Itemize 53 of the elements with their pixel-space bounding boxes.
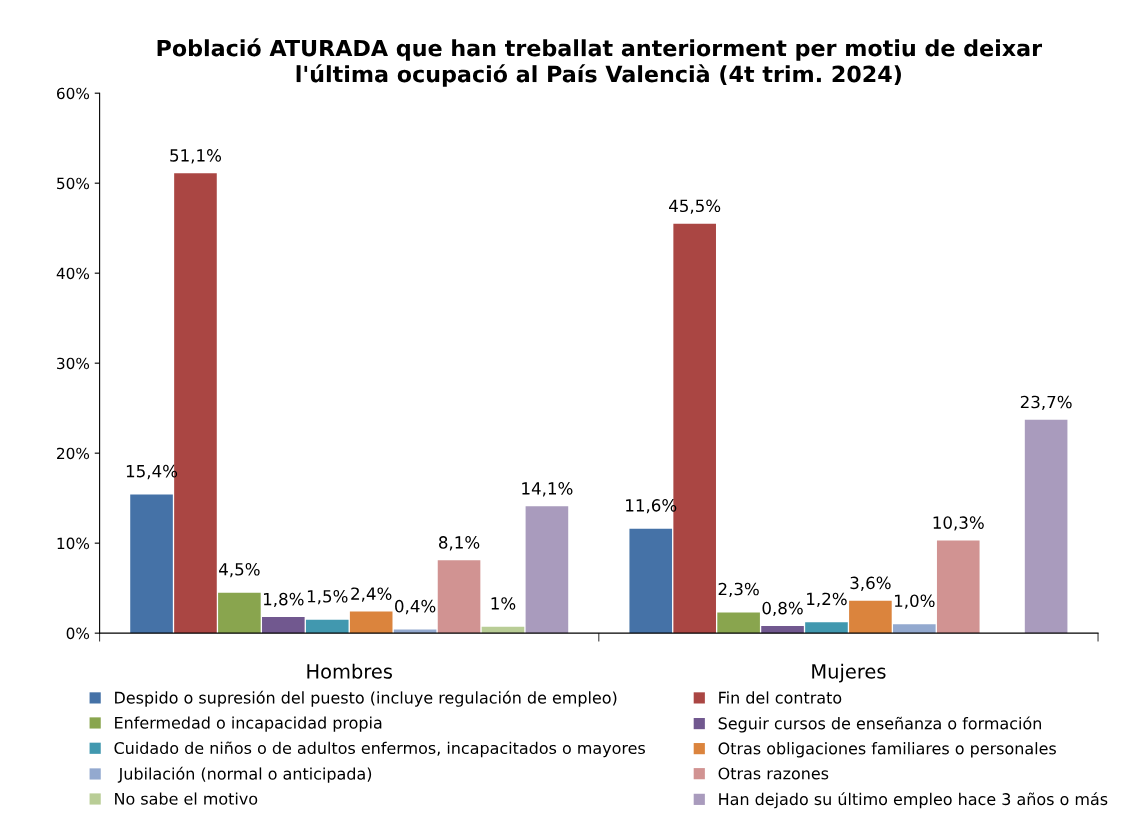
data-label: 45,5% (669, 199, 721, 214)
legend-label: Fin del contrato (719, 691, 842, 704)
bar (849, 600, 892, 634)
bar (525, 506, 569, 634)
data-label: 10,3% (933, 516, 984, 531)
bar (717, 612, 760, 634)
chart-title: Població ATURADA que han treballat anteriorment per motiu de deixar l'última ocupació al País Valencià (4t trim. 2024) (157, 38, 1043, 87)
legend-label: Cuidado de niños o de adultos enfermos, incapacitados o mayores (114, 741, 645, 758)
data-label: 23,7% (1020, 395, 1072, 410)
bar (1024, 419, 1068, 634)
data-label: 1,5% (307, 589, 348, 605)
data-label: 51,1% (170, 149, 222, 164)
bar (761, 625, 804, 634)
bar (218, 592, 261, 634)
data-label: 1,8% (263, 592, 304, 608)
bar (437, 560, 481, 634)
data-label: 14,1% (522, 482, 573, 497)
legend-label: Jubilación (normal o anticipada) (117, 766, 372, 783)
legend-label: Han dejado su último empleo hace 3 años o más (719, 792, 1108, 809)
legend-label: No sabe el motivo (115, 792, 258, 805)
legend-label: Despido o supresión del puesto (incluye regulación de empleo) (115, 690, 617, 707)
bar (130, 494, 173, 634)
x-tick-label: Mujeres (812, 663, 886, 683)
x-tick-label: Hombres (307, 663, 392, 679)
data-label: 2,4% (351, 587, 392, 602)
data-label: 8,1% (439, 536, 480, 551)
y-tick-label: 20% (57, 447, 90, 460)
bar (349, 611, 393, 634)
bar (936, 540, 980, 634)
data-label: 4,5% (219, 562, 260, 578)
data-label: 0,4% (395, 599, 436, 615)
bar (629, 528, 673, 634)
legend-label: Otras razones (718, 767, 829, 780)
y-tick-label: 40% (56, 267, 90, 280)
legend-label: Enfermedad o incapacidad propia (115, 716, 382, 732)
data-label: 1,2% (807, 592, 847, 607)
legend-label: Seguir cursos de enseñanza o formación (718, 716, 1041, 733)
y-tick-label: 30% (57, 357, 90, 370)
y-tick-label: 10% (57, 537, 90, 550)
y-tick-label: 50% (57, 177, 90, 190)
y-tick-label: 60% (57, 87, 90, 100)
data-label: 1% (491, 597, 516, 610)
legend-label: Otras obligaciones familiares o personales (718, 742, 1056, 758)
bar (805, 622, 848, 634)
data-label: 3,6% (850, 576, 891, 591)
bar (893, 624, 936, 634)
data-label: 2,3% (718, 582, 759, 598)
bar (262, 616, 305, 634)
bar (305, 619, 349, 634)
data-label: 0,8% (762, 601, 803, 617)
y-tick-label: 0% (66, 627, 90, 640)
bar (481, 626, 525, 634)
data-label: 1,0% (894, 594, 935, 609)
